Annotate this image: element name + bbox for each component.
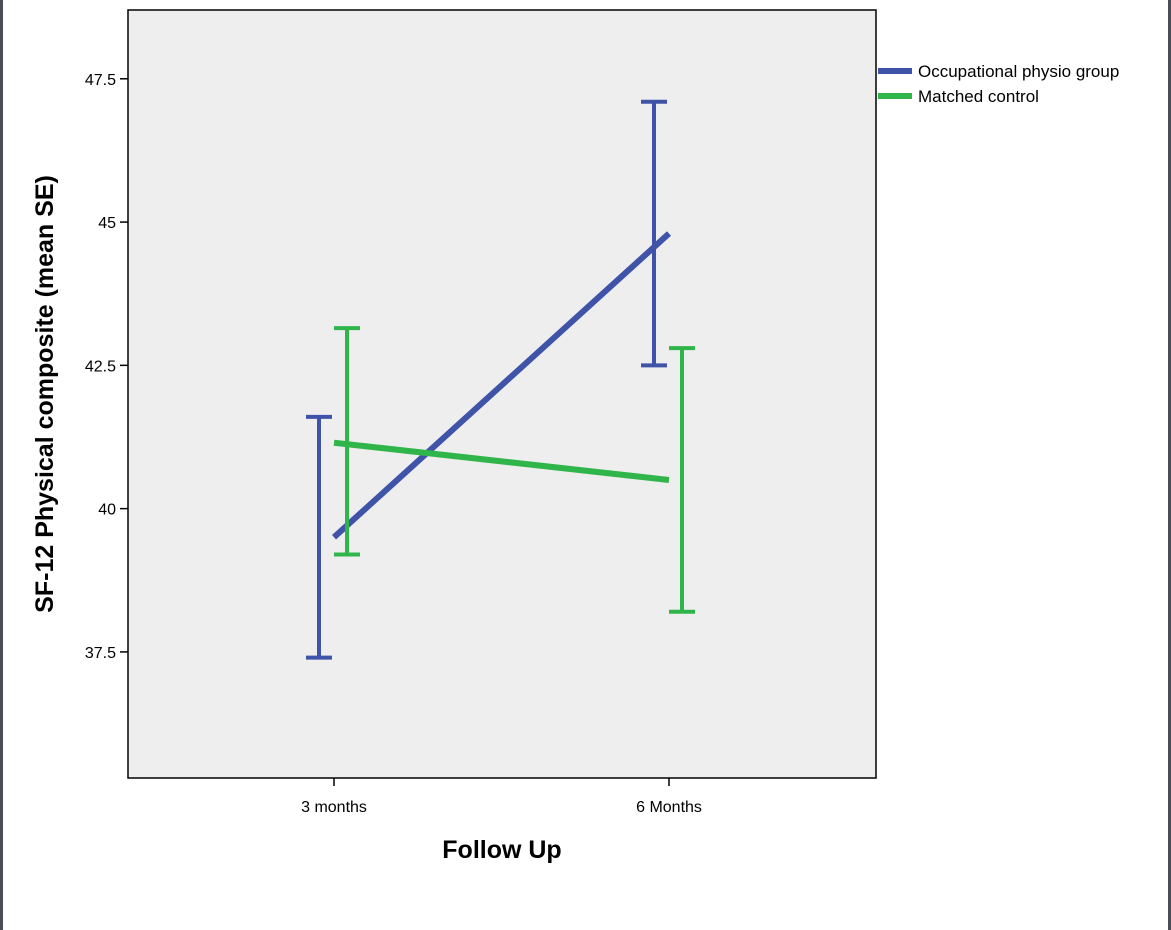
y-tick-label: 45 xyxy=(98,215,116,232)
series-occupational-physio-group xyxy=(306,99,672,660)
window-edge-left xyxy=(0,0,3,930)
y-tick-label: 40 xyxy=(98,502,116,519)
plot-area xyxy=(127,9,877,779)
window-edge-right xyxy=(1168,0,1171,930)
y-tick-label: 37.5 xyxy=(85,645,116,662)
y-axis: 37.5 40 42.5 45 47.5 xyxy=(85,72,128,662)
mean-line xyxy=(333,439,670,483)
x-axis: 3 months 6 Months xyxy=(301,778,702,816)
x-tick-label: 3 months xyxy=(301,799,367,816)
series-layer xyxy=(306,99,695,660)
x-tick-label: 6 Months xyxy=(636,799,702,816)
legend-label: Matched control xyxy=(918,87,1039,106)
mean-line xyxy=(331,231,672,540)
legend-label: Occupational physio group xyxy=(918,62,1119,81)
y-tick-label: 42.5 xyxy=(85,358,116,375)
x-axis-title: Follow Up xyxy=(442,836,561,864)
y-axis-title: SF-12 Physical composite (mean SE) xyxy=(31,175,59,613)
series-matched-control xyxy=(333,326,695,614)
legend: Occupational physio group Matched control xyxy=(878,62,1119,106)
y-tick-label: 47.5 xyxy=(85,72,116,89)
